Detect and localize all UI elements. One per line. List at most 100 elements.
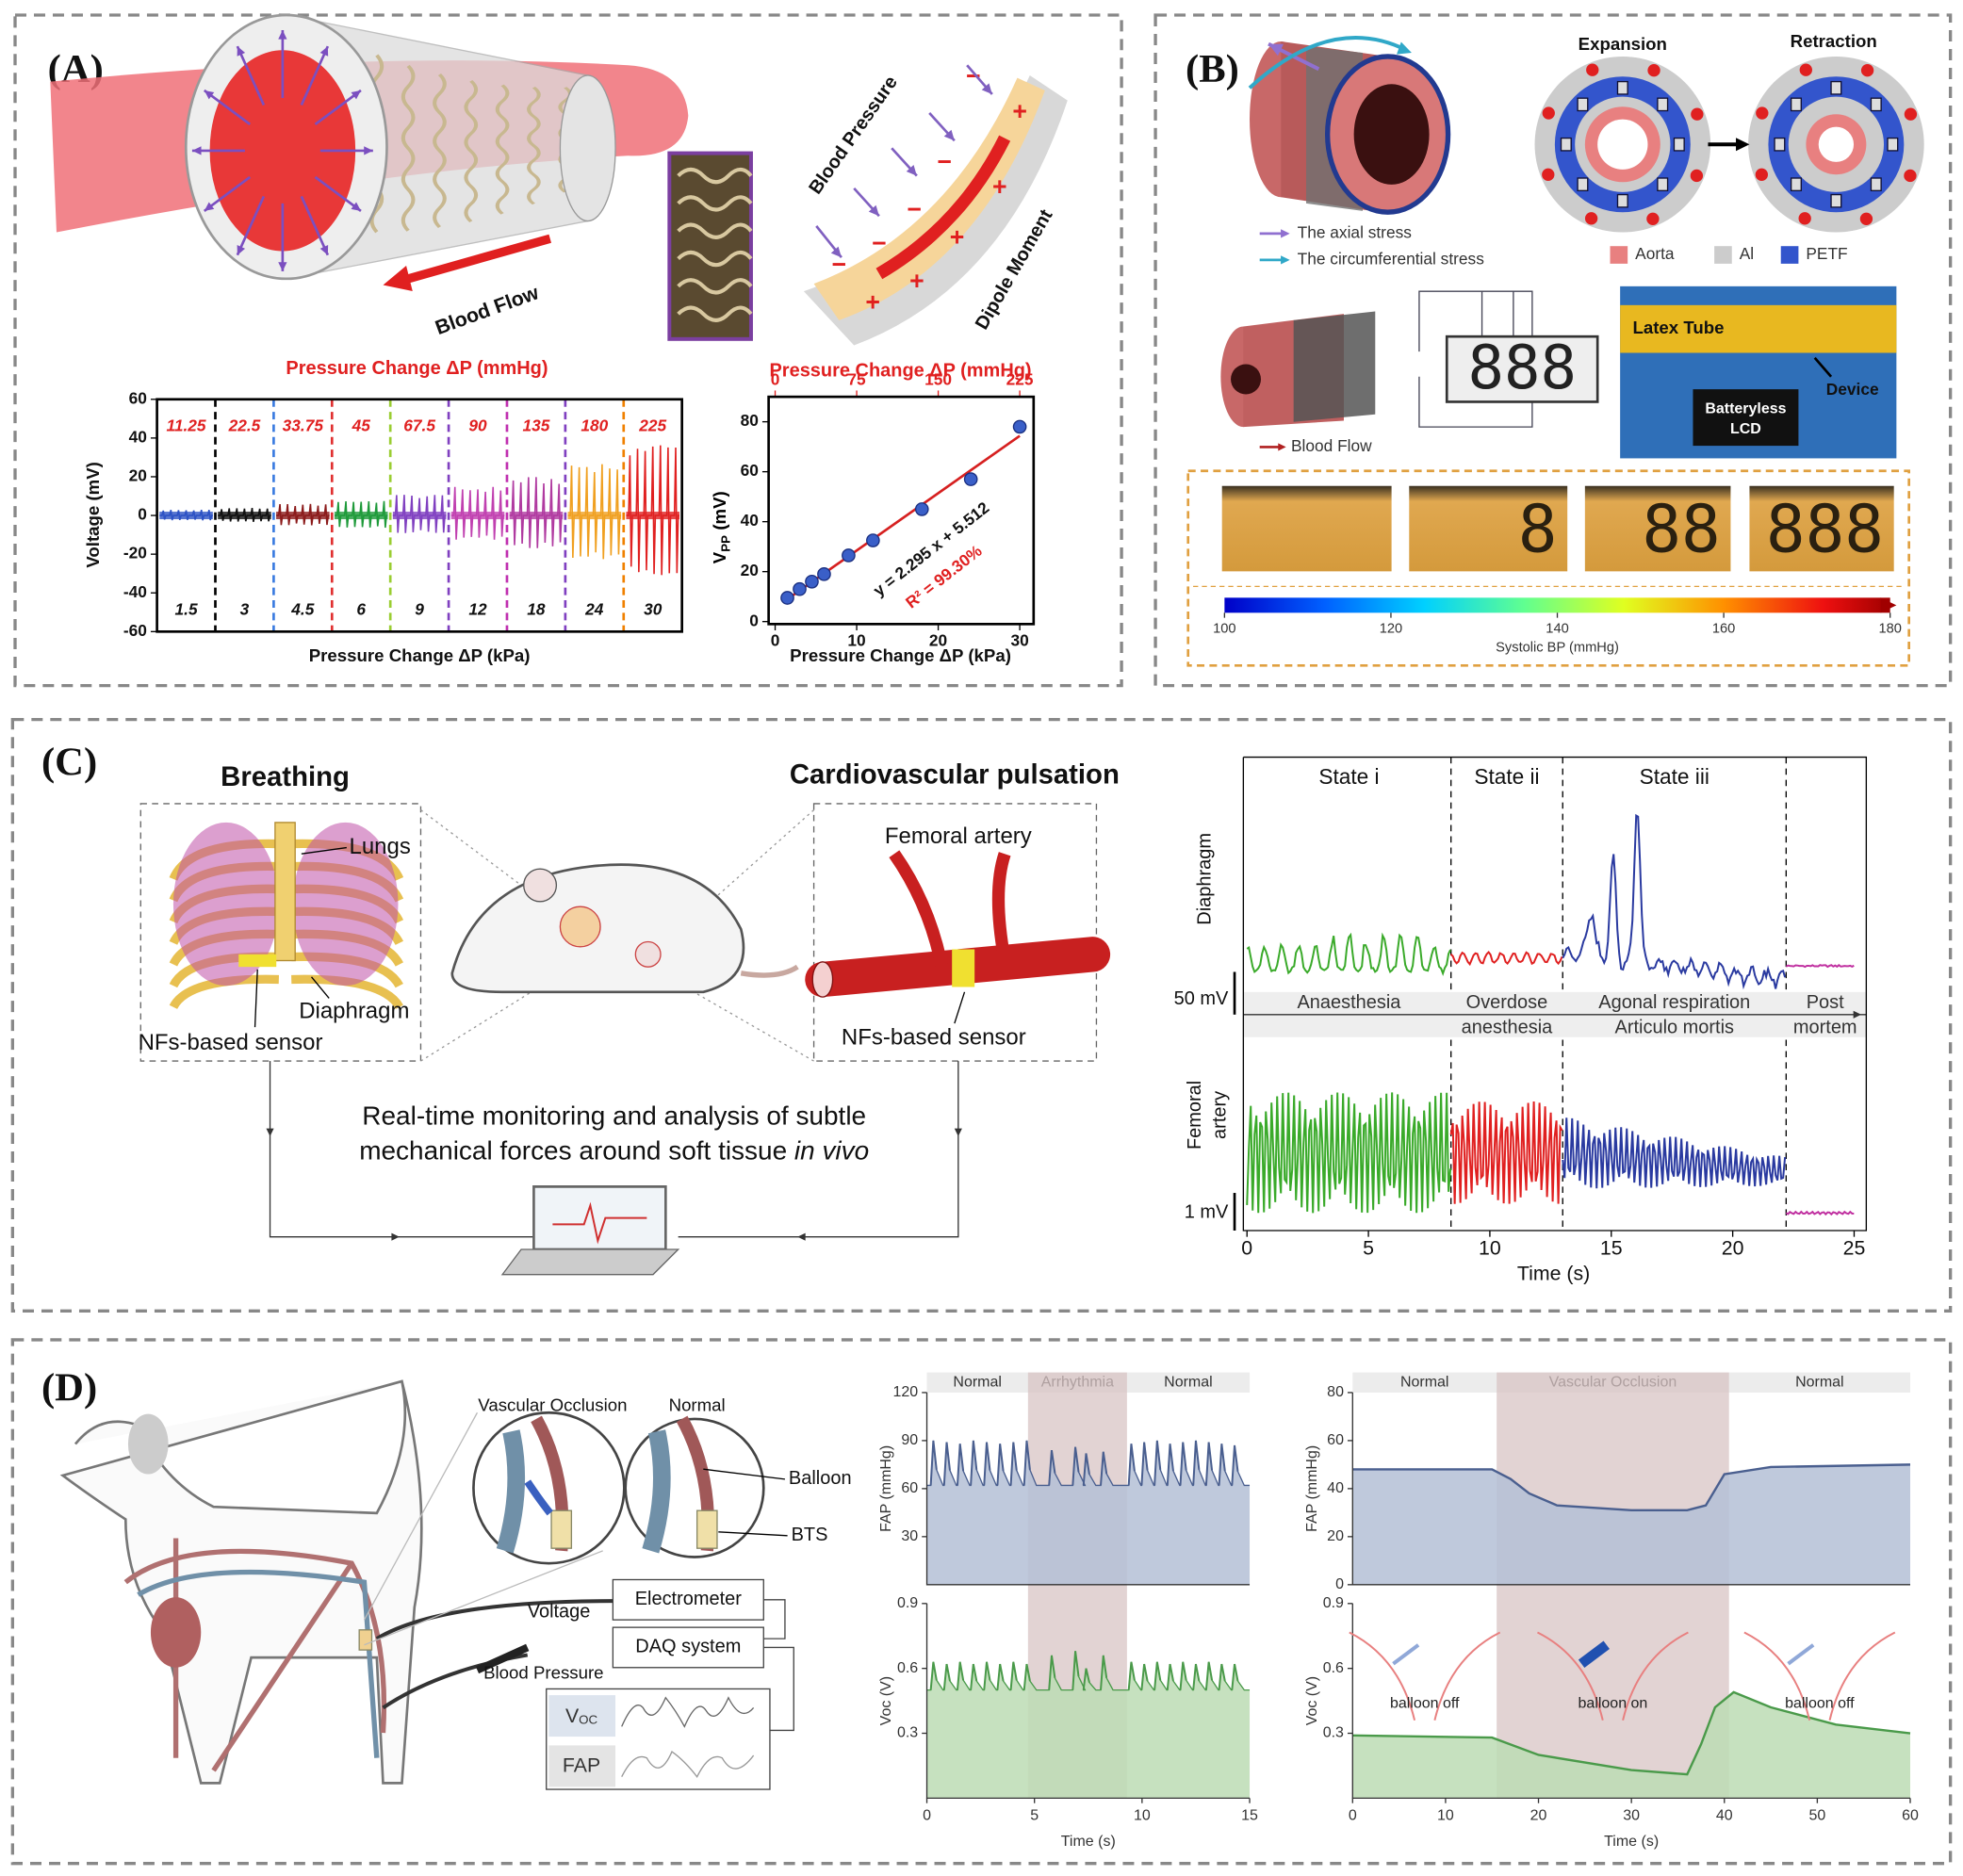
pulse	[1071, 1446, 1080, 1486]
colorbar-tick-label: 140	[1546, 622, 1568, 637]
arrow-head	[351, 90, 361, 100]
label: DAQ system	[635, 1637, 741, 1657]
annotation: balloon off	[1785, 1696, 1855, 1712]
phase-label: Overdose	[1466, 992, 1548, 1013]
lcd-frame-digits: 8	[1518, 492, 1558, 567]
charge	[1560, 137, 1572, 152]
label-part: OC	[579, 1712, 597, 1726]
charge-sign: +	[865, 288, 880, 317]
label: Normal	[669, 1395, 726, 1415]
x2-tick-label: 225	[1006, 369, 1034, 388]
photo-strut	[677, 278, 753, 295]
mouse-organ	[634, 940, 662, 968]
y-tick-label: -40	[123, 582, 147, 601]
stent-strut	[495, 84, 510, 215]
panel-label: (D)	[41, 1365, 97, 1410]
lcd-frame-digits: 88	[1642, 492, 1720, 567]
dipole-arrow	[875, 135, 1011, 280]
arrow-head	[204, 90, 215, 100]
pulse	[1153, 1661, 1162, 1690]
arrow-head	[1278, 443, 1286, 451]
label: BTS	[792, 1525, 828, 1545]
charge	[1870, 97, 1882, 112]
x-axis-title: Time (s)	[1604, 1834, 1659, 1850]
lcd-frame	[1221, 485, 1392, 572]
colorbar-tick-label: 160	[1712, 622, 1735, 637]
dog-ear	[127, 1413, 169, 1475]
legend-label: Al	[1740, 244, 1754, 263]
segment-label: 30	[644, 599, 663, 618]
charge	[1577, 177, 1589, 191]
arrow-head	[319, 245, 329, 255]
signal-trace	[1785, 1210, 1855, 1216]
wire	[1480, 291, 1514, 337]
y-tick-label: 0.9	[897, 1595, 918, 1611]
x-tick-label: 60	[1902, 1807, 1919, 1823]
syringe	[475, 1643, 530, 1674]
laptop-signal	[552, 1201, 647, 1245]
charge	[1870, 177, 1882, 191]
y-tick-label: 0	[749, 611, 759, 629]
pressure-arrow	[300, 195, 330, 256]
charge	[1577, 97, 1589, 112]
arrow-head	[868, 204, 879, 217]
photo-strut	[677, 222, 753, 239]
segment-label: 3	[240, 599, 250, 618]
label-part: V	[565, 1704, 580, 1726]
arrow-head	[278, 262, 287, 271]
colorbar-tick-label: 180	[1878, 622, 1901, 637]
arrow-head	[797, 1232, 806, 1241]
label: Batteryless	[1705, 401, 1786, 417]
dog	[59, 1379, 423, 1785]
signal-trace	[1562, 813, 1787, 990]
arrow-head	[237, 245, 246, 255]
signal-band	[334, 512, 388, 520]
label: Latex Tube	[1632, 318, 1724, 337]
arrow-head	[237, 46, 246, 57]
pulse	[1009, 1661, 1018, 1690]
pulse	[942, 1663, 951, 1690]
sample-trace	[621, 1696, 755, 1728]
balloon-sketch	[1392, 1643, 1420, 1666]
sensor	[952, 949, 975, 987]
y-tick-label: 80	[1327, 1384, 1344, 1400]
balloon	[524, 1479, 553, 1516]
wire	[763, 1599, 794, 1732]
y-tick-label: 90	[901, 1432, 918, 1448]
segment-label: 180	[581, 416, 608, 435]
signal-band	[567, 512, 622, 520]
row-label: Femoral	[1185, 1081, 1205, 1150]
x-tick-label: 0	[923, 1807, 931, 1823]
pulse	[1048, 1449, 1056, 1486]
signal-band	[276, 512, 330, 520]
label: Femoral artery	[885, 824, 1032, 849]
signal-trace	[1246, 1092, 1452, 1214]
plot-frame	[155, 398, 683, 633]
data-point	[1012, 419, 1027, 434]
charge	[1798, 212, 1811, 225]
label-part: V	[710, 551, 729, 563]
y-tick-label: 60	[129, 388, 147, 407]
level-line	[1352, 1463, 1911, 1512]
charge-sign: −	[872, 229, 887, 257]
caption: mechanical forces around soft tissue in …	[359, 1136, 869, 1166]
x-tick-label: 20	[929, 631, 947, 650]
x2-axis-title: Pressure Change ΔP (mmHg)	[769, 361, 1031, 382]
x-tick-label: 0	[771, 631, 780, 650]
y-axis-title: Voc (V)	[1304, 1676, 1320, 1725]
pointer	[311, 976, 330, 999]
charge	[1755, 168, 1769, 181]
x2-tick-label: 0	[771, 369, 780, 388]
signal-band	[218, 512, 271, 520]
pointer	[254, 969, 258, 1028]
segment-label: 67.5	[403, 416, 435, 435]
y-axis-title: FAP (mmHg)	[878, 1445, 894, 1532]
annotation: balloon off	[1390, 1696, 1460, 1712]
pulse	[1100, 1451, 1108, 1486]
charge	[1657, 177, 1669, 191]
pulse	[1153, 1440, 1162, 1486]
pulse	[1140, 1663, 1149, 1690]
colorbar-title: Systolic BP (mmHg)	[1496, 641, 1619, 656]
arrow-head	[204, 202, 215, 211]
